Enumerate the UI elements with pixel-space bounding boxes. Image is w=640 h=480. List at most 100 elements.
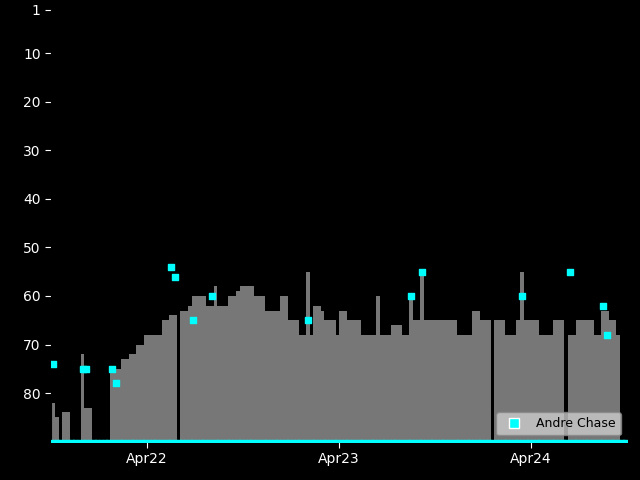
Bar xyxy=(535,320,539,442)
Point xyxy=(495,438,505,445)
Point xyxy=(406,292,417,300)
Point xyxy=(166,438,177,445)
Point xyxy=(328,438,339,445)
Point xyxy=(232,438,243,445)
Point xyxy=(111,438,121,445)
Bar xyxy=(81,354,84,442)
Point xyxy=(269,438,280,445)
Bar xyxy=(502,320,506,442)
Point xyxy=(580,438,590,445)
Bar xyxy=(369,335,372,442)
Bar xyxy=(214,286,218,442)
Point xyxy=(613,438,623,445)
Point xyxy=(177,438,188,445)
Point xyxy=(96,438,106,445)
Point xyxy=(184,438,195,445)
Bar xyxy=(55,417,59,442)
Point xyxy=(561,438,572,445)
Point xyxy=(509,438,520,445)
Point xyxy=(277,438,287,445)
Bar xyxy=(395,325,398,442)
Bar xyxy=(454,320,458,442)
Point xyxy=(443,438,453,445)
Bar xyxy=(206,306,210,442)
Point xyxy=(517,292,527,300)
Bar xyxy=(158,335,162,442)
Point xyxy=(236,438,246,445)
Bar xyxy=(376,296,380,442)
Bar xyxy=(520,272,524,442)
Point xyxy=(262,438,273,445)
Point xyxy=(288,438,298,445)
Bar xyxy=(284,296,287,442)
Point xyxy=(362,438,372,445)
Point xyxy=(517,438,527,445)
Point xyxy=(358,438,369,445)
Point xyxy=(303,316,313,324)
Point xyxy=(74,438,84,445)
Bar xyxy=(372,335,376,442)
Point xyxy=(199,438,209,445)
Bar xyxy=(431,320,435,442)
Point xyxy=(572,438,582,445)
Point xyxy=(122,438,132,445)
Point xyxy=(48,360,58,368)
Point xyxy=(413,438,424,445)
Point xyxy=(129,438,140,445)
Point xyxy=(181,438,191,445)
Bar xyxy=(184,311,188,442)
Point xyxy=(321,438,332,445)
Bar xyxy=(362,335,365,442)
Point xyxy=(388,438,398,445)
Bar xyxy=(162,320,166,442)
Bar xyxy=(132,354,136,442)
Point xyxy=(539,438,549,445)
Bar xyxy=(487,320,491,442)
Point xyxy=(605,438,616,445)
Bar xyxy=(84,408,88,442)
Bar xyxy=(218,306,221,442)
Point xyxy=(506,438,516,445)
Point xyxy=(317,438,328,445)
Bar xyxy=(247,286,251,442)
Point xyxy=(439,438,449,445)
Point xyxy=(303,438,313,445)
Bar xyxy=(527,320,531,442)
Point xyxy=(173,438,184,445)
Bar xyxy=(228,296,232,442)
Legend: Andre Chase: Andre Chase xyxy=(497,412,621,435)
Bar xyxy=(262,296,266,442)
Point xyxy=(598,302,609,310)
Point xyxy=(547,438,557,445)
Bar xyxy=(287,320,291,442)
Bar xyxy=(605,311,609,442)
Point xyxy=(532,438,542,445)
Point xyxy=(424,438,435,445)
Bar xyxy=(350,320,354,442)
Bar xyxy=(140,345,143,442)
Bar xyxy=(428,320,431,442)
Bar xyxy=(225,306,228,442)
Bar xyxy=(554,320,557,442)
Point xyxy=(292,438,302,445)
Bar xyxy=(598,335,602,442)
Point xyxy=(188,438,198,445)
Bar xyxy=(114,369,118,442)
Bar xyxy=(354,320,358,442)
Point xyxy=(550,438,561,445)
Point xyxy=(432,438,442,445)
Point xyxy=(259,438,269,445)
Bar xyxy=(280,296,284,442)
Point xyxy=(491,438,501,445)
Bar xyxy=(380,335,383,442)
Point xyxy=(107,438,117,445)
Bar xyxy=(568,335,572,442)
Bar xyxy=(343,311,347,442)
Bar xyxy=(306,272,310,442)
Point xyxy=(557,438,568,445)
Bar xyxy=(317,306,321,442)
Bar xyxy=(273,311,276,442)
Bar xyxy=(513,335,516,442)
Point xyxy=(568,438,579,445)
Point xyxy=(229,438,239,445)
